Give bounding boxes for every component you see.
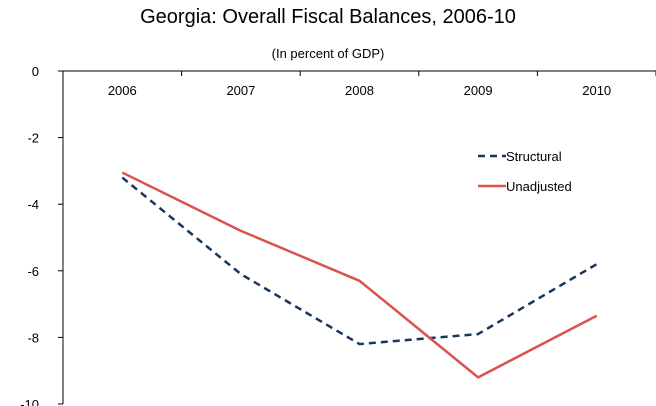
y-tick-label: 0	[32, 64, 39, 79]
x-tick-label: 2009	[464, 83, 493, 98]
legend-label-structural: Structural	[506, 149, 562, 164]
x-tick-label: 2010	[582, 83, 611, 98]
y-tick-label: -6	[27, 264, 39, 279]
chart-subtitle: (In percent of GDP)	[271, 46, 385, 61]
legend-label-unadjusted: Unadjusted	[506, 179, 572, 194]
series-line-unadjusted	[121, 171, 598, 379]
y-tick-label: -10	[20, 397, 39, 406]
y-tick-label: -4	[27, 197, 39, 212]
chart-title: Georgia: Overall Fiscal Balances, 2006-1…	[140, 6, 516, 28]
x-tick-label: 2008	[345, 83, 374, 98]
x-tick-label: 2006	[108, 83, 137, 98]
y-tick-label: -2	[27, 131, 39, 146]
series-line-structural	[121, 176, 598, 346]
y-tick-label: -8	[27, 330, 39, 345]
x-tick-label: 2007	[226, 83, 255, 98]
